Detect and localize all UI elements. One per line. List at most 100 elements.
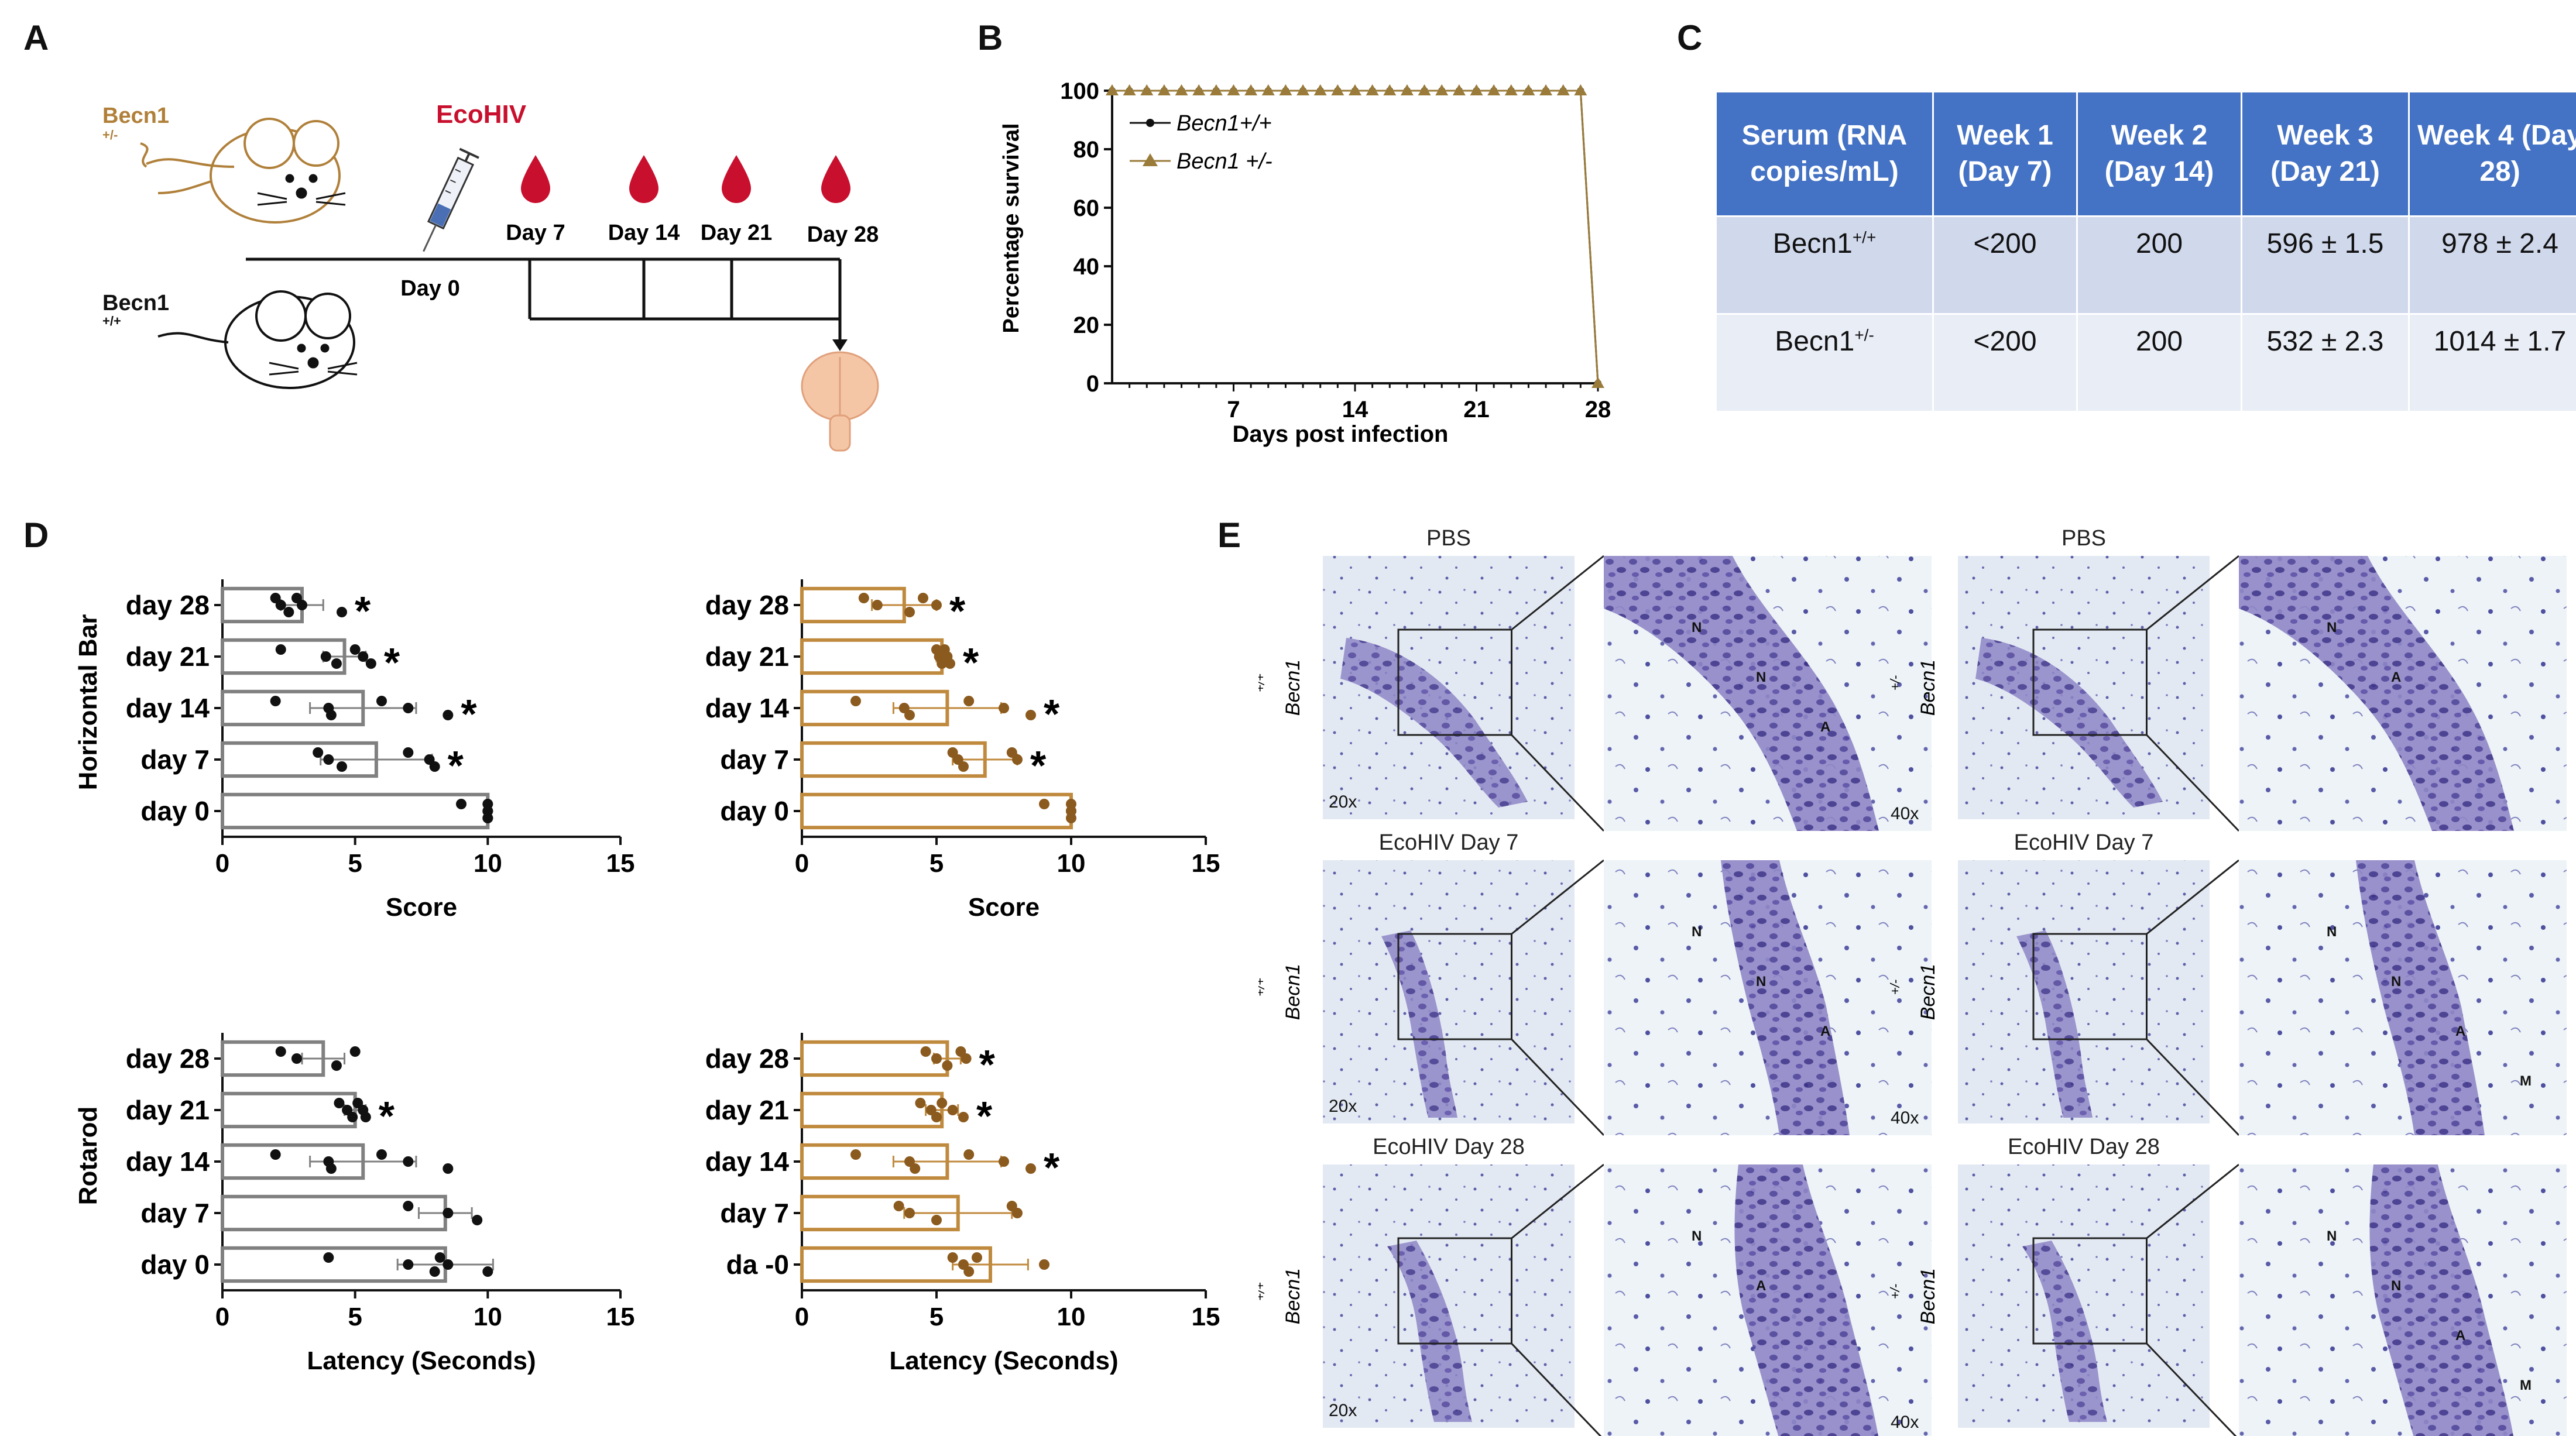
data-point	[443, 1208, 454, 1218]
data-point	[904, 1208, 915, 1218]
data-point	[358, 651, 369, 662]
histology-genotype-label: Becn1	[1282, 659, 1304, 716]
zoom-connector	[1511, 1163, 1604, 1239]
zoom-box	[1397, 628, 1512, 736]
bar	[800, 792, 1073, 830]
data-point	[331, 658, 342, 669]
significance-mark: *	[979, 1042, 996, 1087]
table-cell: <200	[1932, 215, 2078, 315]
data-point	[443, 1163, 454, 1174]
data-point	[347, 1112, 358, 1122]
data-point	[958, 761, 969, 772]
x-tick-label: 5	[348, 1303, 362, 1331]
data-point	[858, 593, 869, 603]
data-point	[904, 710, 915, 720]
table-cell: 200	[2076, 215, 2242, 315]
ecohiv-label: EcoHIV	[436, 100, 527, 129]
mouse-wt-icon	[224, 290, 355, 389]
bar	[221, 792, 490, 830]
survival-point	[1175, 84, 1188, 95]
data-point	[429, 1266, 440, 1277]
histology-row-title: EcoHIV Day 28	[2008, 1135, 2160, 1159]
data-point	[360, 1112, 371, 1122]
table-cell: 978 ± 2.4	[2408, 215, 2576, 315]
magnification-label: 20x	[1329, 792, 1357, 812]
data-point	[915, 1098, 926, 1108]
zoom-connector	[2146, 555, 2239, 631]
data-point	[291, 1053, 302, 1064]
mouse-wt-label: Becn1	[102, 291, 169, 315]
significance-mark: *	[949, 588, 966, 634]
significance-mark: *	[976, 1093, 993, 1139]
survival-x-axis-label: Days post infection	[1233, 421, 1449, 447]
mouse-het-icon	[140, 118, 341, 224]
cell-type-mark: N	[2327, 924, 2337, 940]
zoom-connector	[1511, 1342, 1602, 1436]
zoom-connector	[2146, 1163, 2239, 1239]
dense-cell-layer	[1381, 930, 1457, 1118]
x-tick-label: 15	[1192, 1303, 1220, 1331]
data-point	[275, 1046, 286, 1057]
category-label: day 21	[126, 641, 210, 672]
data-point	[918, 593, 928, 603]
data-point	[403, 1201, 414, 1211]
cell-type-mark: N	[2327, 620, 2337, 635]
x-tick-label: 21	[1463, 397, 1490, 422]
data-point	[931, 1215, 942, 1225]
data-point	[325, 710, 337, 720]
table-cell: 1014 ± 1.7	[2408, 313, 2576, 413]
x-axis-label: Score	[968, 893, 1040, 922]
survival-point	[1487, 84, 1501, 95]
survival-point	[1244, 84, 1258, 95]
significance-mark: *	[448, 743, 464, 788]
survival-y-axis-label: Percentage survival	[999, 123, 1024, 333]
cell-type-mark: N	[1692, 924, 1702, 940]
table-row-label: Becn1+/-	[1715, 313, 1934, 413]
hbar-het-chart: 0 5 10 15 Score day 28 * day 21 * day 14 * day 7 * da…	[705, 579, 1220, 922]
survival-point	[1157, 84, 1171, 95]
data-point	[320, 651, 331, 662]
data-point	[270, 696, 281, 706]
x-axis-label: Latency (Seconds)	[889, 1346, 1118, 1375]
zoom-box	[2032, 628, 2148, 736]
x-tick-label: 5	[348, 849, 362, 878]
data-point	[937, 1098, 948, 1108]
histology-row-title: PBS	[2062, 526, 2106, 551]
timeline-axis	[246, 257, 842, 342]
cell-type-mark: N	[1692, 620, 1702, 635]
data-point	[850, 1149, 861, 1160]
table-header-cell: Serum (RNA copies/mL)	[1715, 91, 1934, 217]
mouse-wt-sup: +/+	[102, 314, 121, 328]
survival-point	[1522, 84, 1535, 95]
data-point	[972, 1252, 982, 1263]
y-tick-label: 0	[1086, 371, 1099, 397]
dense-cell-layer	[2022, 1241, 2107, 1422]
category-label: day 28	[705, 590, 789, 620]
survival-point	[1366, 84, 1379, 95]
histology-image-20x	[1323, 556, 1575, 819]
data-point	[958, 1112, 969, 1122]
category-label: day 21	[126, 1095, 210, 1125]
data-point	[904, 607, 915, 617]
survival-point	[1209, 84, 1223, 95]
x-tick-label: 28	[1585, 397, 1611, 422]
survival-point	[1140, 84, 1154, 95]
data-point	[963, 1149, 975, 1160]
group-label-rotarod: Rotarod	[74, 1107, 102, 1205]
table-header-cell: Week 4 (Day 28)	[2408, 91, 2576, 217]
data-point	[313, 747, 324, 758]
data-point	[403, 703, 414, 713]
survival-point	[1279, 84, 1292, 95]
dense-cell-layer	[2369, 1164, 2513, 1436]
data-point	[947, 1105, 958, 1115]
data-point	[323, 754, 334, 765]
cell-type-mark: N	[2327, 1228, 2337, 1244]
survival-series	[1106, 84, 1604, 388]
data-point	[325, 1163, 337, 1174]
magnification-label: 20x	[1329, 1097, 1357, 1116]
table-cell: 532 ± 2.3	[2241, 313, 2410, 413]
histology-genotype-sup: +/-	[1888, 1284, 1902, 1299]
data-point	[963, 696, 975, 706]
category-label: day 7	[720, 744, 789, 775]
category-label: day 14	[705, 693, 790, 723]
